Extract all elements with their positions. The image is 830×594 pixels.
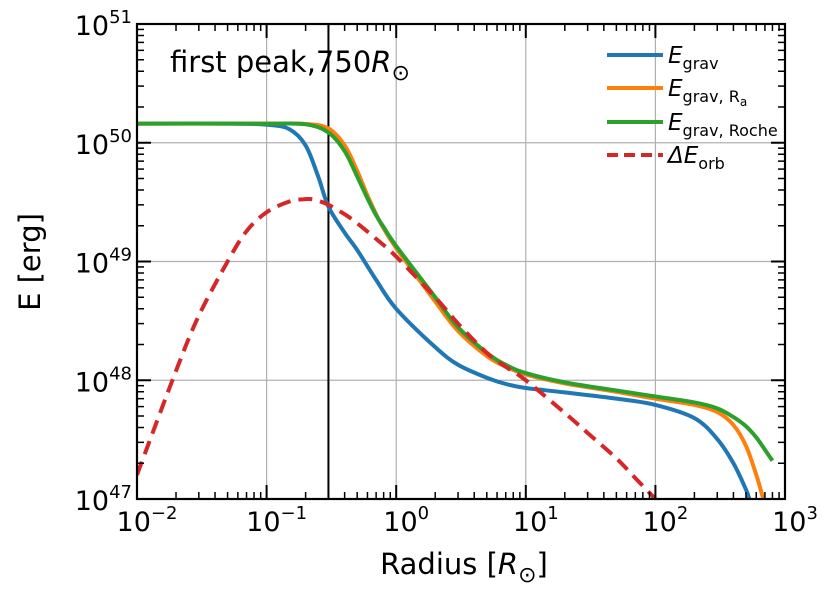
y-axis-label: E [erg] [13,213,47,311]
y-tick-label: 1048 [75,363,132,398]
legend-label-e-grav: Egrav [668,43,719,73]
legend-label-delta-e-orb: ΔEorb [666,143,725,173]
y-tick-label-exponent: 51 [109,7,132,28]
x-axis-label-unit: R [498,547,518,581]
x-axis-label-close: ] [537,547,548,581]
x-tick-label-base: 10 [117,507,151,538]
x-tick-label-base: 10 [642,507,676,538]
x-tick-label-exponent: 1 [547,503,558,524]
annotation: first peak,750R⊙ [170,45,410,86]
annotation-unit: R [371,45,391,79]
y-tick-label: 1049 [75,245,132,280]
x-tick-label: 101 [513,503,559,538]
y-tick-label-base: 10 [75,11,109,42]
legend: Egrav Egrav, Ra Egrav, Roche ΔEorb [607,43,778,173]
legend-label-e-grav-roche-main: E [668,110,683,136]
x-tick-label-exponent: −1 [281,503,308,524]
x-tick-label: 10−2 [117,503,178,538]
legend-label-e-grav-roche: Egrav, Roche [668,110,778,140]
legend-label-e-grav-ra-sub: grav, R [683,87,740,106]
x-tick-label-base: 10 [513,507,547,538]
y-tick-label-base: 10 [75,249,109,280]
x-tick-label-exponent: −2 [151,503,178,524]
x-tick-label: 103 [772,503,818,538]
y-tick-label: 1050 [75,126,132,161]
series-line-e-grav-ra [137,121,766,499]
legend-label-e-grav-ra: Egrav, Ra [668,76,747,109]
y-tick-label-exponent: 49 [109,245,132,266]
legend-label-delta-e-orb-sub: orb [698,154,725,173]
series-line-e-grav [137,121,752,499]
annotation-text: first peak,750 [170,45,371,79]
y-tick-label-exponent: 50 [109,126,132,147]
legend-label-e-grav-ra-main: E [668,76,683,102]
y-tick-label-exponent: 48 [109,363,132,384]
y-tick-label-base: 10 [75,367,109,398]
x-tick-label-exponent: 0 [418,503,429,524]
x-tick-label: 102 [642,503,688,538]
x-tick-label: 10−1 [246,503,307,538]
x-axis-label-text: Radius [ [380,547,498,581]
legend-label-e-grav-sub: grav [683,54,719,73]
y-tick-label: 1047 [75,482,132,517]
series-group [137,121,775,499]
legend-label-e-grav-main: E [668,43,683,69]
x-tick-label-base: 10 [772,507,806,538]
x-tick-label-base: 10 [246,507,280,538]
y-tick-label-exponent: 47 [109,482,132,503]
y-tick-label-base: 10 [75,130,109,161]
x-axis-label-unit-sub: ⊙ [518,563,536,588]
annotation-unit-sub: ⊙ [391,61,409,86]
legend-label-e-grav-roche-sub: grav, Roche [683,121,778,140]
ticks [136,23,786,500]
x-tick-label-exponent: 2 [677,503,688,524]
y-tick-label: 1051 [75,7,132,42]
x-axis-label: Radius [R⊙] [380,547,548,588]
x-tick-label-base: 10 [383,507,417,538]
x-tick-label-exponent: 3 [806,503,817,524]
y-tick-label-base: 10 [75,486,109,517]
x-tick-label: 100 [383,503,429,538]
legend-label-delta-e-orb-main: ΔE [666,143,699,169]
legend-label-e-grav-ra-subsub: a [740,95,747,109]
